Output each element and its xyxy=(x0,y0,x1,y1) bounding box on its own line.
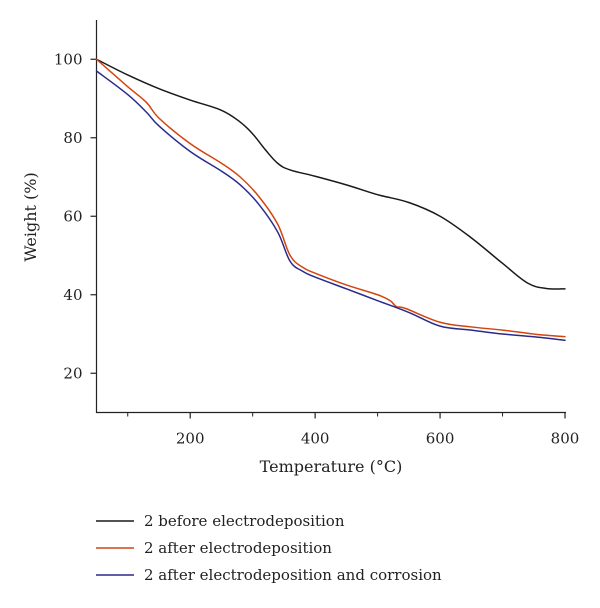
legend: 2 before electrodeposition 2 after electr… xyxy=(96,512,442,584)
y-tick-label: 40 xyxy=(63,286,82,304)
y-tick-label: 60 xyxy=(63,207,82,225)
x-axis-title: Temperature (°C) xyxy=(260,457,403,476)
y-ticks: 20 40 60 80 100 xyxy=(54,50,97,382)
y-tick-label: 100 xyxy=(54,50,83,68)
series-lines xyxy=(95,58,566,342)
legend-label: 2 after electrodeposition and corrosion xyxy=(144,566,442,584)
x-tick-label: 600 xyxy=(426,430,455,448)
y-axis-title: Weight (%) xyxy=(21,172,40,261)
legend-label: 2 before electrodeposition xyxy=(144,512,345,530)
x-ticks: 200 400 600 800 xyxy=(127,412,580,448)
x-tick-label: 200 xyxy=(176,430,205,448)
axes xyxy=(95,20,566,414)
x-tick-label: 400 xyxy=(301,430,330,448)
y-tick-label: 80 xyxy=(63,129,82,147)
series-after-electrodeposition-line xyxy=(95,58,566,338)
x-tick-label: 800 xyxy=(551,430,580,448)
series-before-electrodeposition-line xyxy=(95,58,566,290)
y-tick-label: 20 xyxy=(63,364,82,382)
legend-label: 2 after electrodeposition xyxy=(144,539,332,557)
series-after-electrodeposition-corrosion-line xyxy=(95,70,566,342)
